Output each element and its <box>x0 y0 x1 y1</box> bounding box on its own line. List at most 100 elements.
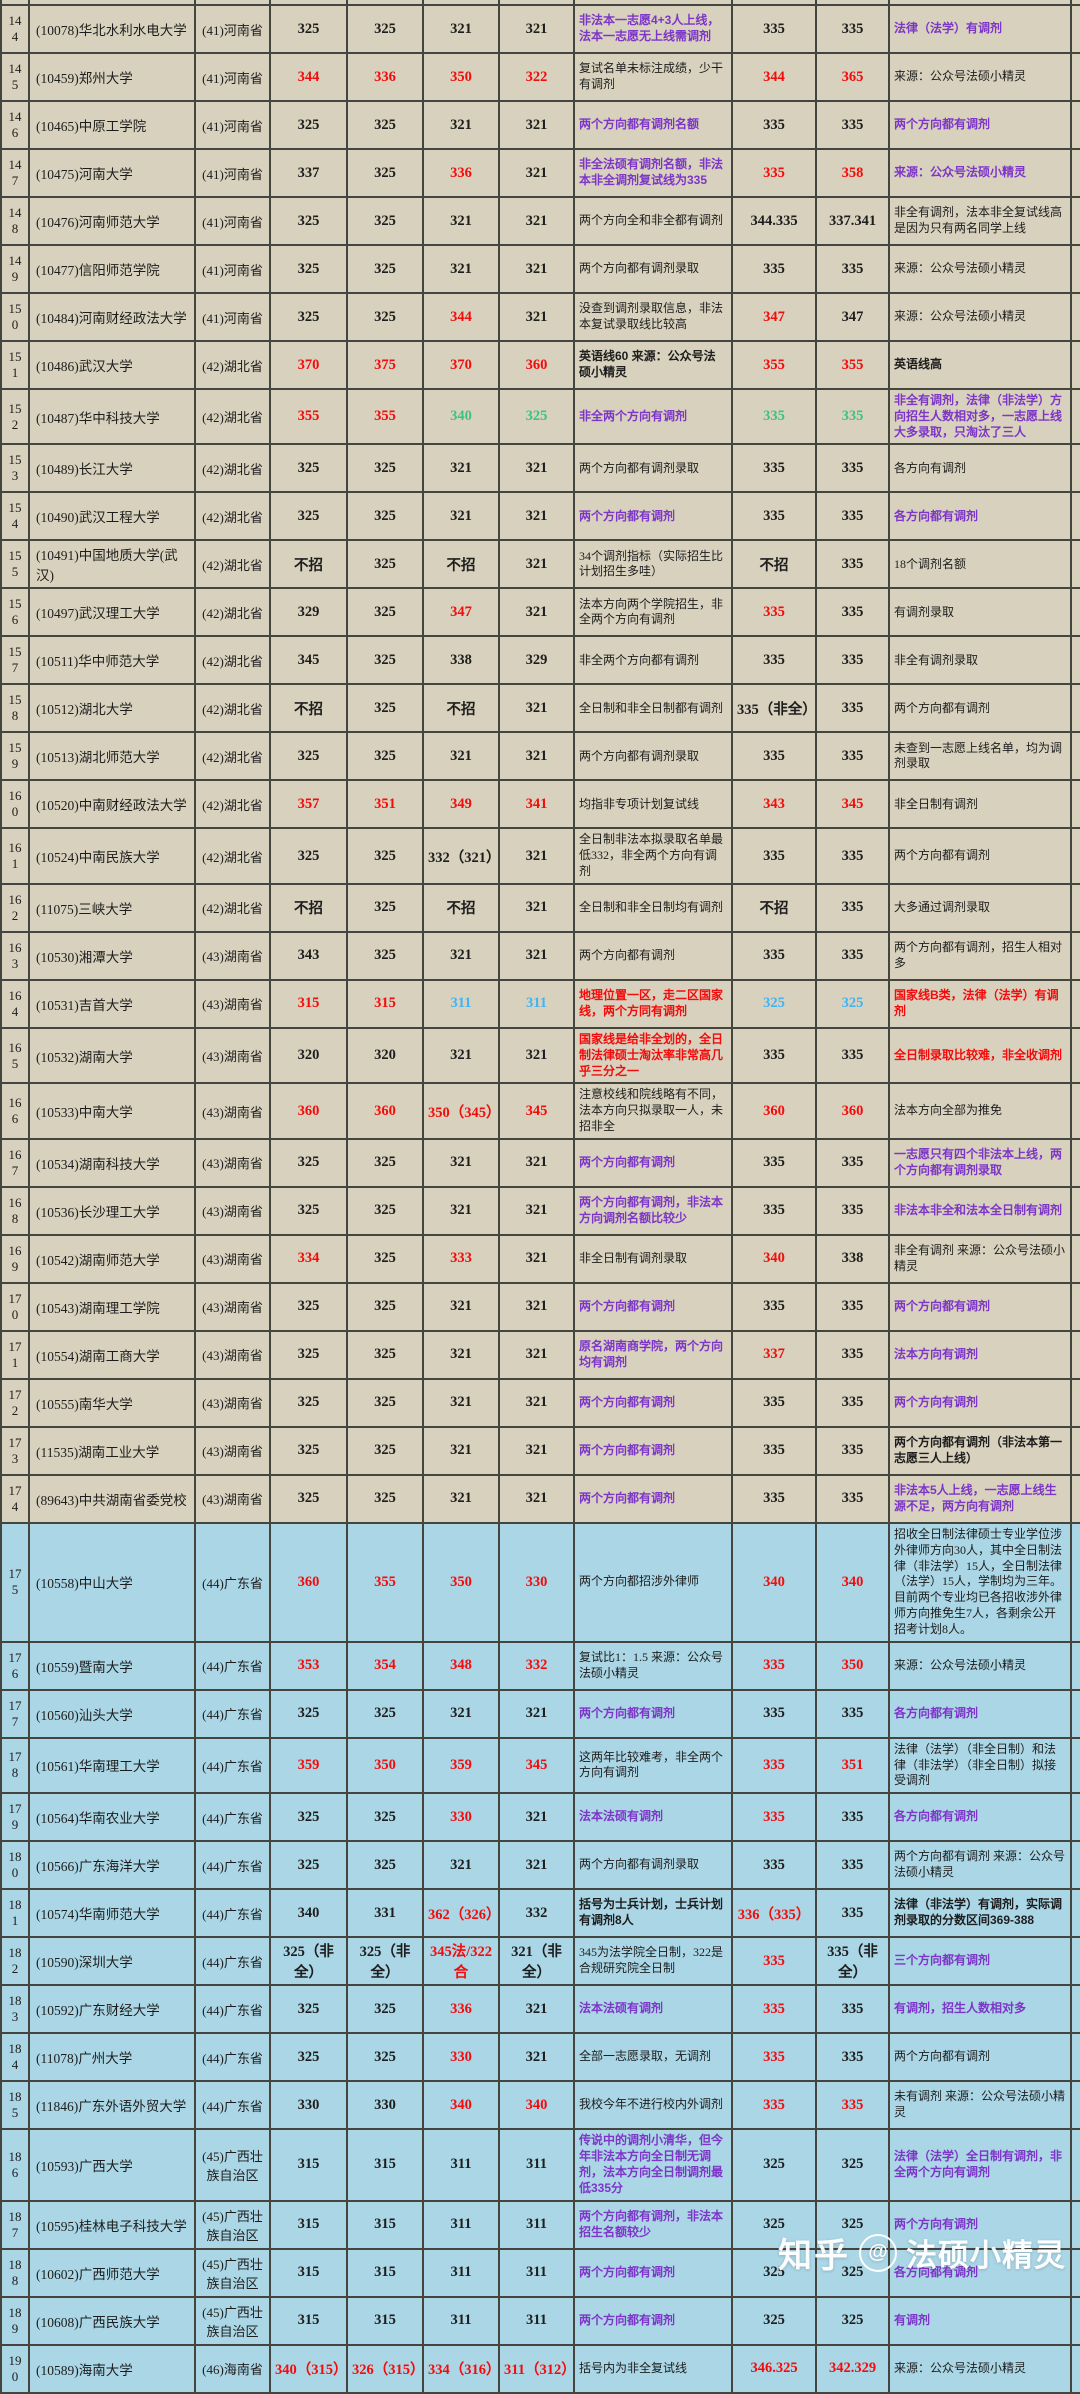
province: (44)广东省 <box>194 1736 271 1795</box>
score-col-2: 325 <box>346 244 424 294</box>
score-col-1: 315 <box>269 978 348 1029</box>
province: (44)广东省 <box>194 2032 271 2083</box>
row-number: 180 <box>0 1840 30 1891</box>
note-primary: 非全两个方向都有调剂 <box>573 635 733 686</box>
row-number: 176 <box>0 1640 30 1691</box>
table-row-187: 187 (10595)桂林电子科技大学 (45)广西壮族自治区 315 315 … <box>0 2199 1080 2250</box>
row-number: 179 <box>0 1792 30 1843</box>
note-secondary: 法本方向全部为推免 <box>888 1082 1072 1140</box>
note-primary: 传说中的调剂小清华，但今年非法本方向全日制无调剂，法本方向全日制调剂最低335分 <box>573 2128 733 2202</box>
row-number: 186 <box>0 2128 30 2202</box>
score-col-1: 325 <box>269 1425 348 1476</box>
cutoff-column-sliver <box>1070 1026 1080 1085</box>
row-number: 190 <box>0 2343 30 2394</box>
score-col-3: 334（316） <box>422 2343 500 2394</box>
note-primary: 全部一志愿录取，无调剂 <box>573 2032 733 2083</box>
school-name: (10560)汕头大学 <box>28 1688 196 1739</box>
score-col-1: 325 <box>269 196 348 246</box>
table-row-170: 170 (10543)湖南理工学院 (43)湖南省 325 325 321 32… <box>0 1281 1080 1332</box>
score-col-4: 360 <box>498 340 575 390</box>
cutoff-column-sliver <box>1070 2295 1080 2346</box>
table-row-173: 173 (11535)湖南工业大学 (43)湖南省 325 325 321 32… <box>0 1425 1080 1476</box>
note-primary: 非法本一志愿4+3人上线，法本一志愿无上线需调剂 <box>573 4 733 54</box>
cutoff-column-sliver <box>1070 1185 1080 1236</box>
table-row-163: 163 (10530)湘潭大学 (43)湖南省 343 325 321 321 … <box>0 930 1080 981</box>
school-name: (10595)桂林电子科技大学 <box>28 2199 196 2250</box>
note-primary: 非全法硕有调剂名额，非法本非全调剂复试线为335 <box>573 148 733 198</box>
score-col-3: 348 <box>422 1640 500 1691</box>
score-col-2: 315 <box>346 2247 424 2298</box>
score-col-6: 347 <box>815 292 890 342</box>
score-col-5: 不招 <box>731 539 817 590</box>
score-col-2: 325 <box>346 635 424 686</box>
score-col-3: 321 <box>422 443 500 494</box>
school-name: (10558)中山大学 <box>28 1521 196 1643</box>
cutoff-column-sliver <box>1070 1137 1080 1188</box>
note-primary: 全日制和非全日制均有调剂 <box>573 882 733 933</box>
province: (42)湖北省 <box>194 827 271 885</box>
score-col-6: 325 <box>815 2199 890 2250</box>
school-name: (10534)湖南科技大学 <box>28 1137 196 1188</box>
table-row-172: 172 (10555)南华大学 (43)湖南省 325 325 321 321 … <box>0 1377 1080 1428</box>
cutoff-column-sliver <box>1070 827 1080 885</box>
row-number: 168 <box>0 1185 30 1236</box>
score-col-2: 355 <box>346 387 424 446</box>
row-number: 173 <box>0 1425 30 1476</box>
score-col-6: 335 <box>815 100 890 150</box>
school-name: (10533)中南大学 <box>28 1082 196 1140</box>
score-col-1: 325 <box>269 244 348 294</box>
row-number: 153 <box>0 443 30 494</box>
score-col-1: 325 <box>269 1688 348 1739</box>
score-col-1: 337 <box>269 148 348 198</box>
score-col-5: 335 <box>731 1185 817 1236</box>
province: (42)湖北省 <box>194 539 271 590</box>
score-col-4: 330 <box>498 1521 575 1643</box>
note-secondary: 各方向都有调剂 <box>888 1688 1072 1739</box>
table-row-176: 176 (10559)暨南大学 (44)广东省 353 354 348 332 … <box>0 1640 1080 1691</box>
partial-previous-row <box>0 0 1080 6</box>
cutoff-column-sliver <box>1070 387 1080 446</box>
score-col-3: 321 <box>422 100 500 150</box>
score-col-4: 345 <box>498 1736 575 1795</box>
score-col-1: 325 <box>269 491 348 542</box>
score-col-1: 315 <box>269 2128 348 2202</box>
row-number: 152 <box>0 387 30 446</box>
score-col-1: 360 <box>269 1521 348 1643</box>
table-row-151: 151 (10486)武汉大学 (42)湖北省 370 375 370 360 … <box>0 340 1080 390</box>
note-primary: 复试名单未标注成绩，少干有调剂 <box>573 52 733 102</box>
score-col-6: 335 <box>815 1329 890 1380</box>
row-number: 172 <box>0 1377 30 1428</box>
score-col-5: 344 <box>731 52 817 102</box>
score-col-3: 321 <box>422 196 500 246</box>
score-col-6: 335 <box>815 539 890 590</box>
row-number: 150 <box>0 292 30 342</box>
score-col-1: 325 <box>269 1840 348 1891</box>
table-row-183: 183 (10592)广东财经大学 (44)广东省 325 325 336 32… <box>0 1984 1080 2035</box>
cutoff-column-sliver <box>1070 1473 1080 1524</box>
province: (41)河南省 <box>194 100 271 150</box>
school-name: (10543)湖南理工学院 <box>28 1281 196 1332</box>
cutoff-column-sliver <box>1070 2032 1080 2083</box>
note-primary: 法本方向两个学院招生，非全两个方向有调剂 <box>573 587 733 638</box>
score-col-4: 321 <box>498 100 575 150</box>
score-col-2: 350 <box>346 1736 424 1795</box>
cutoff-column-sliver <box>1070 196 1080 246</box>
school-name: (10532)湖南大学 <box>28 1026 196 1085</box>
score-col-2: 320 <box>346 1026 424 1085</box>
school-name: (10459)郑州大学 <box>28 52 196 102</box>
score-col-1: 359 <box>269 1736 348 1795</box>
note-secondary: 来源：公众号法硕小精灵 <box>888 52 1072 102</box>
table-row-164: 164 (10531)吉首大学 (43)湖南省 315 315 311 311 … <box>0 978 1080 1029</box>
score-col-3: 350 <box>422 52 500 102</box>
note-primary: 我校今年不进行校内外调剂 <box>573 2080 733 2131</box>
school-name: (10490)武汉工程大学 <box>28 491 196 542</box>
score-col-3: 347 <box>422 587 500 638</box>
cutoff-column-sliver <box>1070 2247 1080 2298</box>
score-col-4: 321 <box>498 1377 575 1428</box>
score-col-4: 341 <box>498 779 575 830</box>
province: (42)湖北省 <box>194 587 271 638</box>
score-col-6: 335 <box>815 2032 890 2083</box>
row-number: 165 <box>0 1026 30 1085</box>
table-row-190: 190 (10589)海南大学 (46)海南省 340（315） 326（315… <box>0 2343 1080 2394</box>
